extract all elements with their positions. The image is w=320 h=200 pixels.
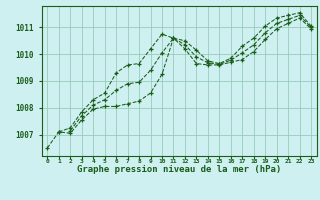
X-axis label: Graphe pression niveau de la mer (hPa): Graphe pression niveau de la mer (hPa)	[77, 165, 281, 174]
